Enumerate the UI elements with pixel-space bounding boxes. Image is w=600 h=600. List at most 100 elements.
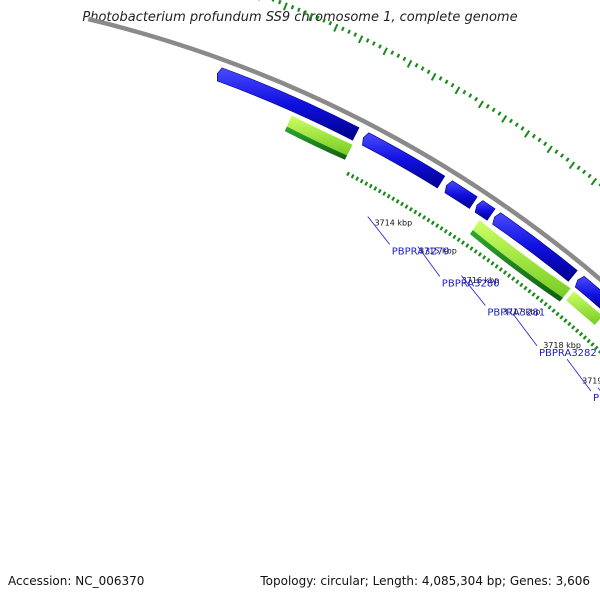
backbone-track bbox=[87, 16, 600, 283]
outer-tick bbox=[390, 50, 395, 55]
ruler-tick bbox=[515, 279, 520, 285]
ruler-tick bbox=[597, 349, 600, 354]
ruler-tick bbox=[422, 215, 427, 220]
ruler-tick bbox=[490, 261, 495, 266]
outer-tick bbox=[450, 82, 455, 88]
outer-tick bbox=[590, 177, 598, 186]
cds-arrow[interactable] bbox=[444, 180, 478, 209]
outer-tick bbox=[454, 86, 461, 95]
outer-tick bbox=[347, 29, 351, 34]
gene-leader-line bbox=[417, 246, 441, 277]
feature-bar-light[interactable] bbox=[286, 115, 353, 156]
outer-tick bbox=[568, 161, 576, 170]
cds-arrow[interactable] bbox=[474, 200, 496, 221]
gene-leader-line bbox=[367, 216, 391, 245]
outer-tick bbox=[297, 7, 301, 13]
ruler-tick bbox=[377, 188, 382, 194]
outer-tick bbox=[271, 0, 275, 2]
cds-arrow[interactable] bbox=[574, 275, 600, 314]
ruler-tick bbox=[391, 196, 396, 202]
cds-track bbox=[217, 67, 600, 314]
ruler-tick bbox=[404, 204, 409, 209]
gene-label-layer: PBPRA3279 PBPRA3280 PBPRA3281 PBPRA3282 PBPR… bbox=[367, 216, 600, 404]
ruler-tick bbox=[555, 311, 560, 317]
outer-tick bbox=[371, 41, 376, 46]
ruler-tick bbox=[473, 249, 478, 254]
gene-leader-line bbox=[512, 313, 538, 347]
cds-arrow[interactable] bbox=[217, 67, 360, 141]
outer-tick bbox=[357, 35, 364, 44]
outer-tick bbox=[491, 107, 496, 113]
cds-arrow[interactable] bbox=[362, 132, 446, 189]
feature-bar-dark[interactable] bbox=[470, 230, 563, 302]
feature-bar-dark[interactable] bbox=[284, 126, 348, 160]
outer-tick bbox=[520, 126, 525, 131]
cds-arrow[interactable] bbox=[492, 212, 578, 282]
outer-tick bbox=[420, 66, 425, 71]
outer-tick bbox=[444, 79, 449, 85]
outer-tick bbox=[303, 10, 307, 15]
outer-tick bbox=[587, 173, 592, 179]
ruler-tick bbox=[359, 178, 364, 184]
ruler-tick bbox=[502, 270, 508, 275]
map-title: Photobacterium profundum SS9 chromosome … bbox=[82, 10, 518, 25]
ruler-tick bbox=[460, 240, 466, 245]
ruler-tick bbox=[507, 273, 512, 278]
outer-tick bbox=[322, 18, 326, 23]
ruler-tick bbox=[551, 308, 556, 313]
gene-label[interactable]: PBPRA3283 bbox=[593, 393, 600, 404]
gene-label[interactable]: PBPRA3281 bbox=[487, 308, 545, 319]
ruler-tick bbox=[586, 338, 591, 344]
accession-text: Accession: NC_006370 bbox=[8, 574, 145, 588]
ruler-tick bbox=[456, 237, 461, 243]
outer-tick bbox=[414, 63, 419, 68]
ruler-tick bbox=[430, 220, 435, 226]
kbp-tick-label: 3716 kbp bbox=[462, 276, 500, 285]
outer-tick bbox=[396, 53, 401, 59]
feature-track bbox=[284, 115, 600, 325]
ruler-tick bbox=[435, 223, 440, 228]
ruler-tick bbox=[413, 209, 418, 215]
ruler-tick bbox=[567, 321, 572, 327]
ruler-tick bbox=[531, 292, 536, 297]
outer-tick bbox=[378, 44, 382, 49]
gene-label[interactable]: PBPRA3279 bbox=[392, 246, 450, 257]
feature-bar-light[interactable] bbox=[472, 220, 571, 298]
ruler-tick bbox=[590, 342, 595, 347]
ruler-tick bbox=[477, 252, 482, 257]
ruler-tick bbox=[355, 176, 360, 181]
outer-tick bbox=[382, 47, 388, 56]
outer-tick bbox=[315, 15, 320, 21]
outer-tick bbox=[474, 96, 479, 102]
ruler-tick bbox=[539, 298, 544, 304]
ruler-tick bbox=[594, 345, 599, 351]
ruler-tick bbox=[571, 325, 576, 330]
ruler-tick bbox=[527, 289, 532, 294]
ruler-tick bbox=[578, 331, 584, 337]
ruler-tick bbox=[439, 226, 444, 231]
outer-tick bbox=[524, 130, 531, 138]
ruler-tick bbox=[448, 231, 453, 237]
ruler-tick bbox=[426, 217, 431, 223]
genome-summary-text: Topology: circular; Length: 4,085,304 bp… bbox=[260, 574, 590, 588]
ruler-tick bbox=[469, 246, 474, 251]
outer-tick bbox=[406, 59, 413, 68]
gene-label[interactable]: PBPRA3282 bbox=[539, 348, 597, 359]
outer-tick bbox=[509, 118, 514, 124]
ruler-tick bbox=[482, 255, 487, 260]
gene-label[interactable]: PBPRA3280 bbox=[442, 278, 500, 289]
outer-tick bbox=[582, 169, 587, 175]
ruler-tick bbox=[494, 264, 499, 269]
ruler-tick bbox=[443, 228, 448, 234]
ruler-tick bbox=[523, 285, 528, 291]
outer-tick bbox=[308, 12, 314, 21]
ruler-tick bbox=[486, 258, 491, 263]
outer-tick bbox=[333, 23, 339, 32]
ruler-tick bbox=[511, 276, 516, 281]
outer-tick bbox=[576, 165, 581, 171]
outer-tick bbox=[438, 76, 443, 81]
feature-bar-light[interactable] bbox=[566, 291, 600, 325]
backbone-line bbox=[87, 16, 600, 283]
outer-tick bbox=[341, 26, 345, 32]
